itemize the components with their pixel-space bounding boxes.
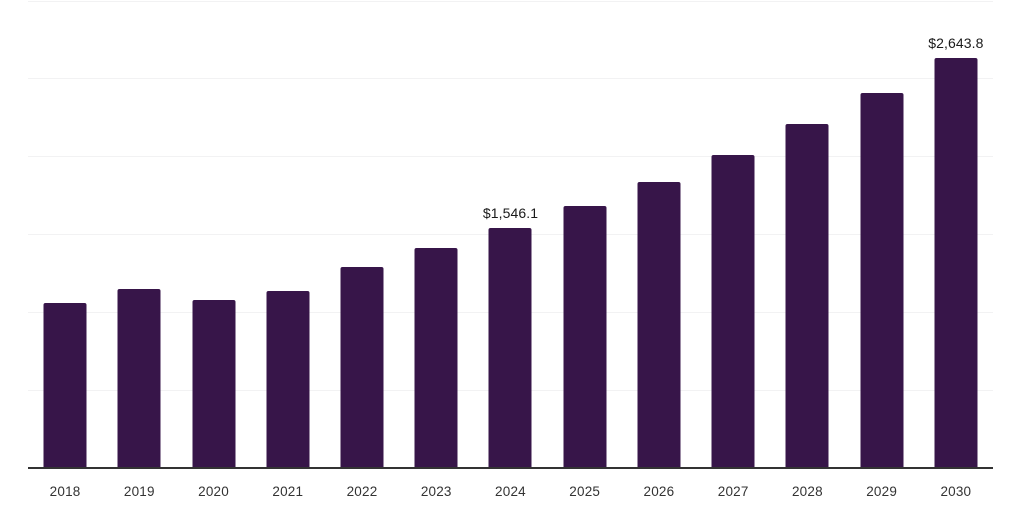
bar-group[interactable] [251, 0, 325, 468]
bar[interactable] [785, 124, 829, 468]
x-axis-tick-label: 2018 [49, 484, 81, 499]
x-axis-tick-label: 2019 [123, 484, 155, 499]
x-axis-tick-label: 2025 [569, 484, 601, 499]
bar[interactable] [43, 303, 87, 468]
x-axis-tick-label: 2023 [420, 484, 452, 499]
bar-group[interactable]: $1,546.1 [473, 0, 547, 468]
x-axis-tick-label: 2021 [272, 484, 304, 499]
bar[interactable] [934, 57, 978, 468]
bar[interactable] [414, 248, 458, 468]
bar[interactable] [711, 155, 755, 468]
bar-value-label: $2,643.8 [928, 34, 984, 51]
bar-group[interactable] [770, 0, 844, 468]
bar[interactable] [266, 291, 310, 468]
bar[interactable] [860, 92, 904, 468]
x-axis-tick-label: 2024 [495, 484, 526, 499]
bar-group[interactable] [102, 0, 176, 468]
bar-group[interactable] [176, 0, 250, 468]
bar[interactable] [340, 267, 384, 468]
bar[interactable] [637, 181, 681, 468]
x-axis-tick-label: 2030 [940, 484, 972, 499]
bar-group[interactable] [399, 0, 473, 468]
gridline [28, 78, 993, 79]
bar[interactable] [563, 205, 607, 468]
x-axis-tick-label: 2022 [346, 484, 378, 499]
gridline [28, 1, 993, 2]
bar-group[interactable] [845, 0, 919, 468]
x-axis-tick-label: 2020 [198, 484, 229, 499]
x-axis-tick-label: 2029 [866, 484, 898, 499]
bar-group[interactable] [325, 0, 399, 468]
x-axis-tick-label: 2027 [717, 484, 749, 499]
x-axis-labels: 2018 2019 2020 2021 2022 2023 2024 2025 2026 2027… [28, 484, 993, 508]
bar[interactable] [117, 289, 161, 468]
bar-group[interactable] [622, 0, 696, 468]
x-axis-tick-label: 2026 [643, 484, 675, 499]
bar-group[interactable] [548, 0, 622, 468]
bar-group[interactable] [696, 0, 770, 468]
x-axis-tick-label: 2028 [791, 484, 823, 499]
bar[interactable] [192, 300, 236, 468]
bar[interactable] [488, 228, 532, 468]
gridline [28, 156, 993, 157]
bar-group[interactable] [28, 0, 102, 468]
bar-group[interactable]: $2,643.8 [919, 0, 993, 468]
x-axis-line [28, 467, 993, 469]
bars-layer: $1,546.1 $2,643.8 [28, 0, 993, 468]
bar-value-label: $1,546.1 [482, 205, 539, 222]
